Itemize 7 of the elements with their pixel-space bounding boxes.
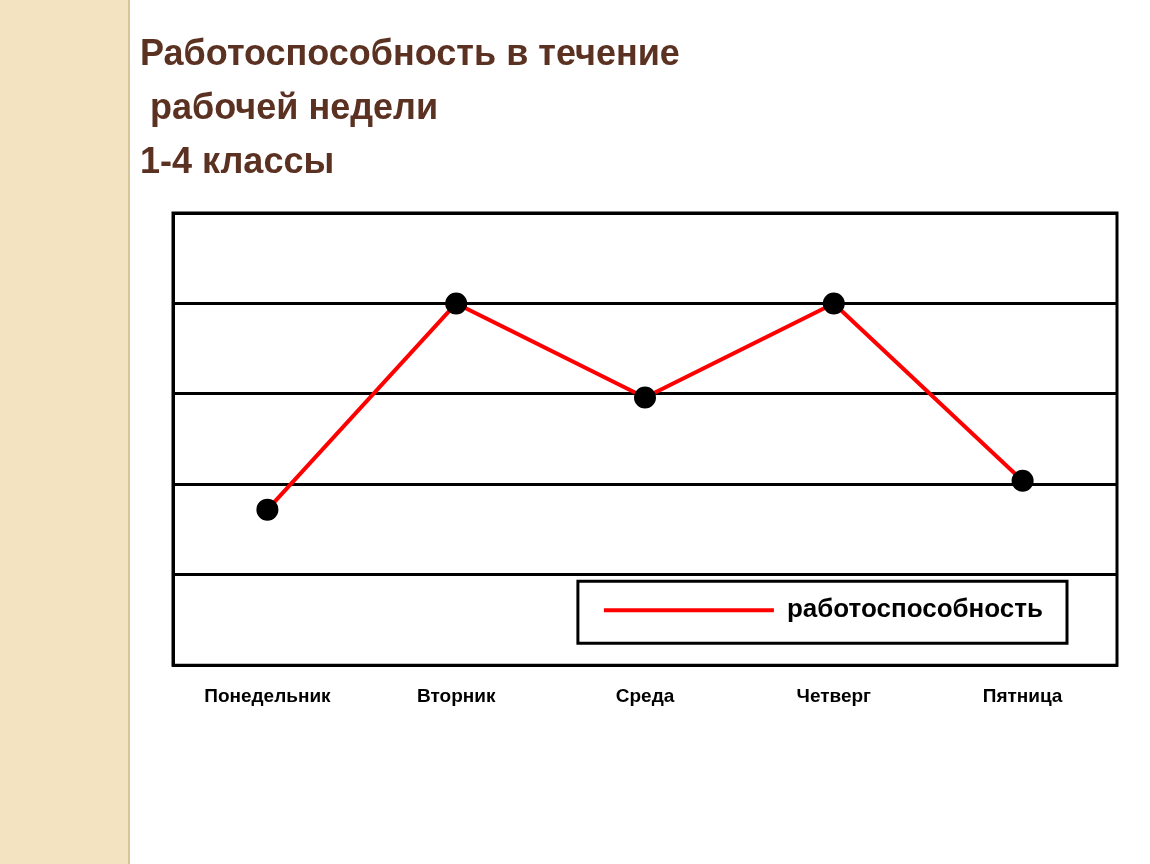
chart-title: Работоспособность в течение рабочей недели 1-4 классы <box>140 31 680 183</box>
x-tick-label: Четверг <box>796 684 872 706</box>
x-tick-label: Понедельник <box>204 684 332 706</box>
x-tick-label: Среда <box>615 684 675 706</box>
x-tick-label: Вторник <box>417 684 496 706</box>
x-tick-label: Пятница <box>982 684 1063 706</box>
text: работоспособность <box>786 593 1043 624</box>
